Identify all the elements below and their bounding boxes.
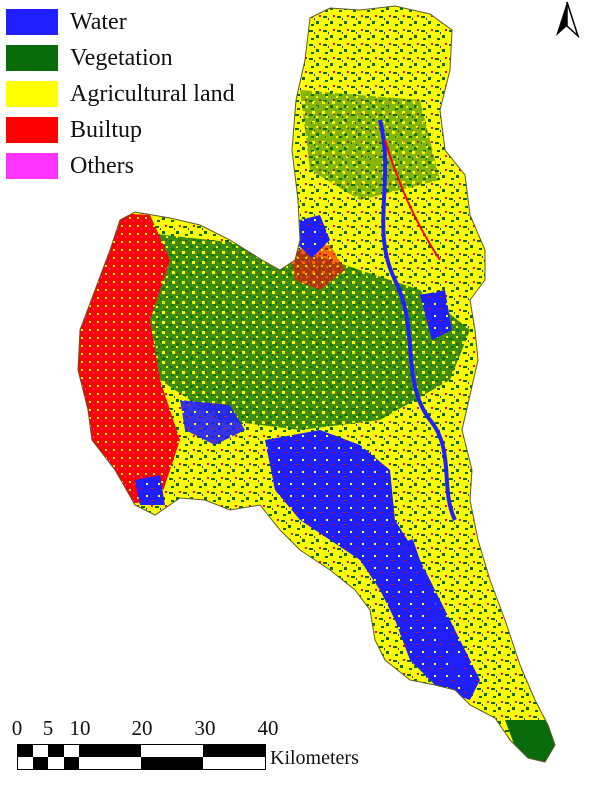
legend-swatch-builtup xyxy=(6,117,58,143)
legend-item-builtup: Builtup xyxy=(6,112,235,148)
scale-tick-5: 5 xyxy=(42,716,54,740)
scale-bar-ticks: 0 5 10 20 30 40 xyxy=(10,716,290,740)
legend-item-agricultural-land: Agricultural land xyxy=(6,76,235,112)
legend-item-others: Others xyxy=(6,148,235,184)
north-arrow-icon xyxy=(556,1,580,38)
scale-tick-30: 30 xyxy=(194,716,216,740)
legend-swatch-water xyxy=(6,9,58,35)
legend-item-water: Water xyxy=(6,4,235,40)
legend-label-builtup: Builtup xyxy=(70,117,143,143)
legend-swatch-others xyxy=(6,153,58,179)
scale-tick-10: 10 xyxy=(69,716,91,740)
scale-bar xyxy=(17,744,266,770)
scale-tick-40: 40 xyxy=(257,716,279,740)
legend-label-agricultural-land: Agricultural land xyxy=(70,81,235,107)
legend-item-vegetation: Vegetation xyxy=(6,40,235,76)
legend: Water Vegetation Agricultural land Built… xyxy=(6,4,235,184)
scale-tick-0: 0 xyxy=(11,716,23,740)
legend-swatch-agricultural-land xyxy=(6,81,58,107)
legend-label-vegetation: Vegetation xyxy=(70,45,173,71)
scale-bar-units: Kilometers xyxy=(270,747,359,769)
legend-label-water: Water xyxy=(70,9,127,35)
legend-label-others: Others xyxy=(70,153,134,179)
legend-swatch-vegetation xyxy=(6,45,58,71)
scale-tick-20: 20 xyxy=(131,716,153,740)
